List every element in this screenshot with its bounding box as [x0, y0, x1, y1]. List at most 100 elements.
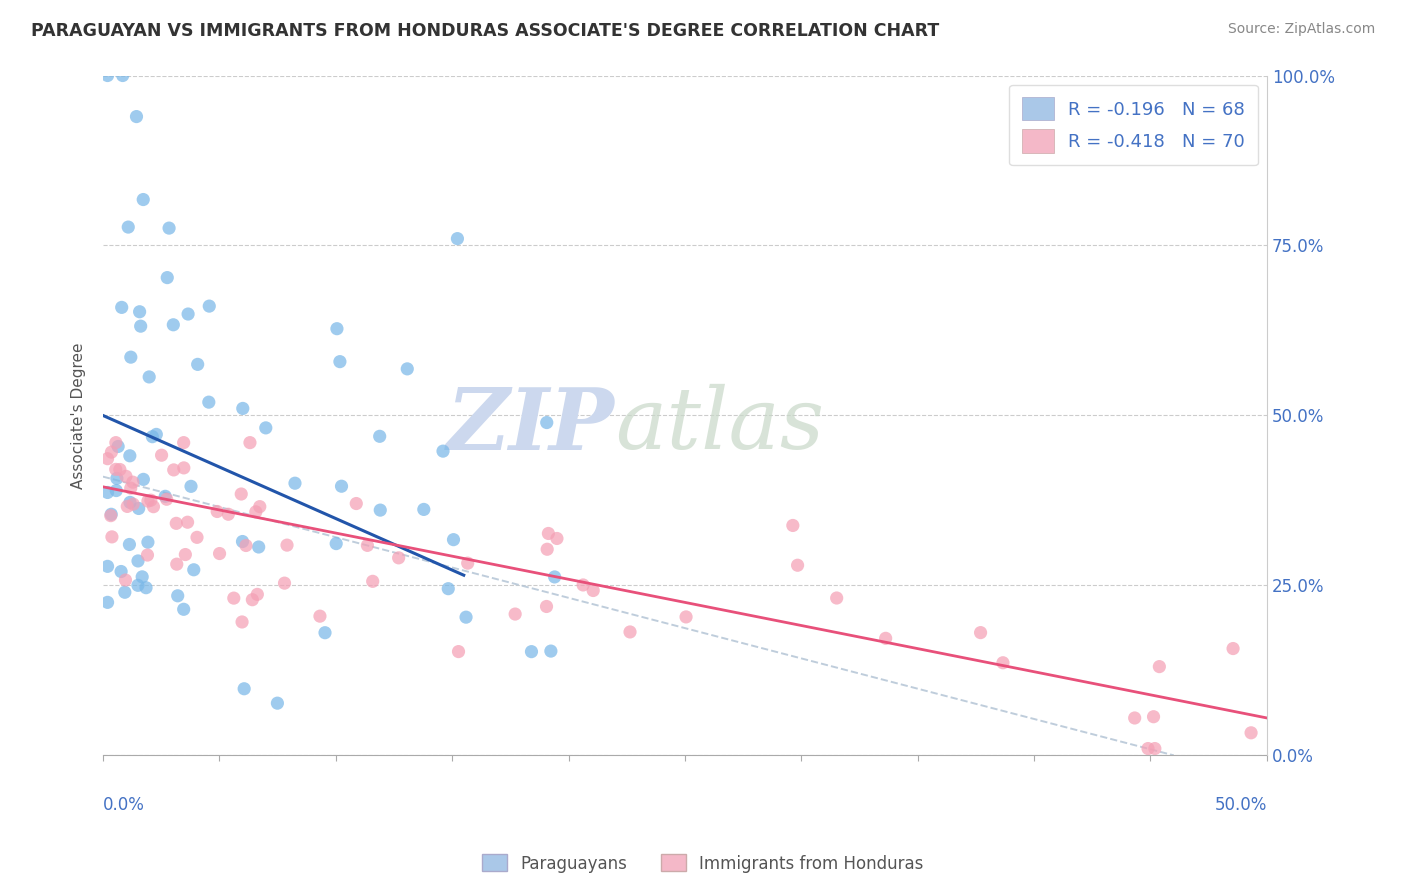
Point [100, 445, 122, 459]
Point [543, 570, 565, 584]
Point [162, 318, 184, 332]
Point [232, 401, 254, 416]
Point [101, 530, 124, 544]
Text: PARAGUAYAN VS IMMIGRANTS FROM HONDURAS ASSOCIATE'S DEGREE CORRELATION CHART: PARAGUAYAN VS IMMIGRANTS FROM HONDURAS A… [31, 22, 939, 40]
Point [150, 448, 173, 462]
Point [107, 440, 129, 454]
Text: ZIP: ZIP [447, 384, 614, 467]
Point [536, 542, 558, 557]
Point [266, 696, 288, 710]
Point [412, 502, 434, 516]
Point [1137, 741, 1160, 756]
Point [273, 576, 295, 591]
Y-axis label: Associate's Degree: Associate's Degree [72, 343, 86, 489]
Text: Source: ZipAtlas.com: Source: ZipAtlas.com [1227, 22, 1375, 37]
Point [247, 540, 270, 554]
Point [222, 591, 245, 606]
Point [572, 578, 595, 592]
Point [231, 487, 253, 501]
Point [111, 69, 134, 83]
Point [239, 435, 262, 450]
Point [104, 462, 127, 476]
Point [105, 483, 128, 498]
Point [104, 435, 127, 450]
Point [368, 503, 391, 517]
Point [141, 430, 163, 444]
Point [825, 591, 848, 605]
Point [139, 493, 162, 508]
Point [782, 518, 804, 533]
Point [325, 536, 347, 550]
Point [142, 500, 165, 514]
Point [1149, 659, 1171, 673]
Point [875, 632, 897, 646]
Point [619, 624, 641, 639]
Point [156, 270, 179, 285]
Point [991, 656, 1014, 670]
Point [396, 362, 419, 376]
Point [105, 471, 128, 485]
Point [114, 573, 136, 587]
Point [100, 508, 122, 523]
Point [1142, 709, 1164, 723]
Point [503, 607, 526, 621]
Point [329, 354, 352, 368]
Point [208, 547, 231, 561]
Point [97, 69, 120, 83]
Point [100, 508, 122, 522]
Point [117, 500, 139, 514]
Point [388, 550, 411, 565]
Point [309, 609, 332, 624]
Point [344, 497, 367, 511]
Point [127, 554, 149, 568]
Point [155, 489, 177, 503]
Point [1240, 726, 1263, 740]
Point [136, 548, 159, 562]
Point [205, 504, 228, 518]
Point [675, 610, 697, 624]
Point [115, 469, 138, 483]
Point [108, 462, 131, 476]
Point [173, 461, 195, 475]
Point [536, 599, 558, 614]
Point [240, 592, 263, 607]
Point [127, 578, 149, 592]
Point [136, 535, 159, 549]
Point [176, 515, 198, 529]
Point [120, 350, 142, 364]
Point [246, 587, 269, 601]
Point [284, 476, 307, 491]
Point [129, 319, 152, 334]
Point [183, 563, 205, 577]
Point [198, 299, 221, 313]
Point [276, 538, 298, 552]
Point [361, 574, 384, 589]
Legend: R = -0.196   N = 68, R = -0.418   N = 70: R = -0.196 N = 68, R = -0.418 N = 70 [1010, 85, 1258, 165]
Point [235, 539, 257, 553]
Point [180, 479, 202, 493]
Point [166, 557, 188, 571]
Point [131, 570, 153, 584]
Point [1123, 711, 1146, 725]
Point [314, 625, 336, 640]
Point [163, 463, 186, 477]
Point [128, 501, 150, 516]
Point [110, 565, 132, 579]
Point [173, 602, 195, 616]
Text: atlas: atlas [614, 384, 824, 467]
Point [118, 537, 141, 551]
Point [447, 644, 470, 658]
Point [233, 681, 256, 696]
Point [118, 495, 141, 509]
Point [97, 451, 120, 466]
Point [97, 485, 120, 500]
Point [249, 500, 271, 514]
Point [121, 475, 143, 490]
Point [582, 583, 605, 598]
Point [156, 492, 179, 507]
Point [97, 595, 120, 609]
Point [132, 472, 155, 486]
Text: 0.0%: 0.0% [103, 797, 145, 814]
Point [231, 615, 253, 629]
Point [368, 429, 391, 443]
